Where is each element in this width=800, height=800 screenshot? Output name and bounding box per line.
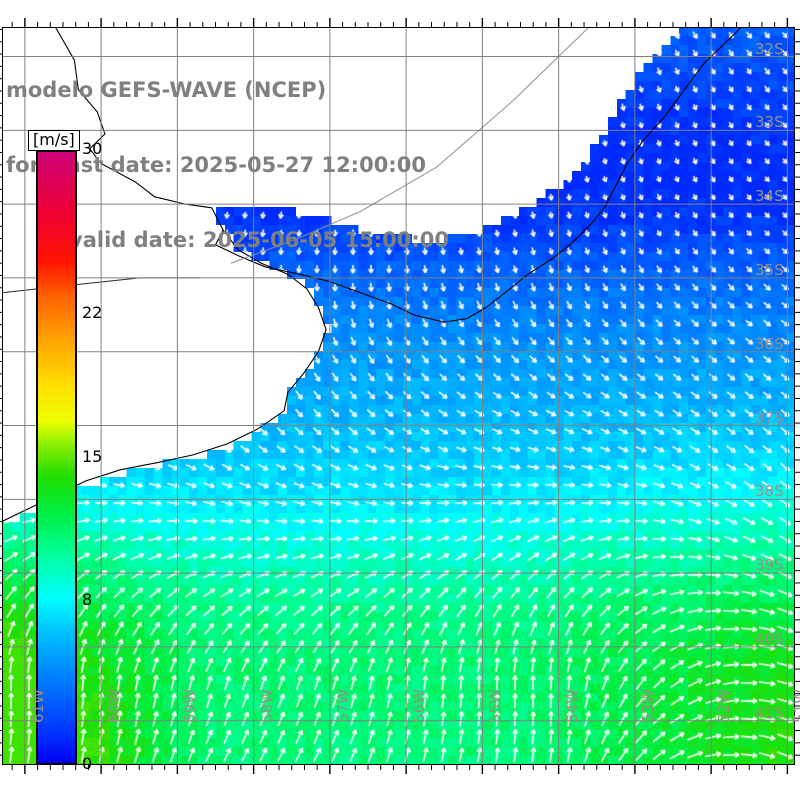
lon-label-57W: 57W	[333, 689, 352, 723]
coastline-path	[2, 27, 742, 323]
lat-label-39S: 39S	[755, 556, 784, 575]
wind-direction-vectors	[2, 27, 795, 765]
lon-label-61W: 61W	[28, 689, 47, 723]
colorbar-tick-22: 22	[82, 303, 103, 323]
lat-label-40S: 40S	[755, 629, 784, 648]
colorbar-gradient	[36, 150, 77, 765]
lat-label-38S: 38S	[755, 482, 784, 501]
figure-title: modelo GEFS-WAVE (NCEP) forecast date: 2…	[0, 28, 512, 303]
wind-speed-raster	[2, 27, 795, 765]
title-line-valid: valid date: 2025-06-05 15:00:00	[69, 228, 449, 252]
colorbar-tick-15: 15	[82, 446, 103, 466]
lat-label-32S: 32S	[755, 39, 784, 58]
lon-label-51W: 51W	[791, 689, 800, 723]
coastline-path	[2, 229, 327, 522]
lat-label-35S: 35S	[755, 260, 784, 279]
lon-label-53W: 53W	[638, 689, 657, 723]
map-plot-area	[2, 27, 795, 765]
lat-label-36S: 36S	[755, 334, 784, 353]
lon-label-58W: 58W	[257, 689, 276, 723]
colorbar-tick-8: 8	[82, 589, 93, 609]
title-line-model: modelo GEFS-WAVE (NCEP)	[6, 78, 327, 102]
lat-label-41S: 41S	[755, 703, 784, 722]
colorbar-tick-0: 0	[82, 754, 93, 773]
lon-label-52W: 52W	[715, 689, 734, 723]
lat-label-33S: 33S	[755, 113, 784, 132]
lat-label-37S: 37S	[755, 408, 784, 427]
lon-label-54W: 54W	[562, 689, 581, 723]
lon-label-60W: 60W	[105, 689, 124, 723]
map-gridlines	[2, 27, 795, 765]
lon-label-55W: 55W	[486, 689, 505, 723]
lon-label-56W: 56W	[410, 689, 429, 723]
colorbar-unit-label: [m/s]	[28, 130, 80, 151]
colorbar	[36, 150, 77, 765]
coastline-path	[230, 27, 590, 264]
colorbar-tick-30: 30	[82, 139, 103, 158]
lon-label-59W: 59W	[181, 689, 200, 723]
lat-label-34S: 34S	[755, 187, 784, 206]
